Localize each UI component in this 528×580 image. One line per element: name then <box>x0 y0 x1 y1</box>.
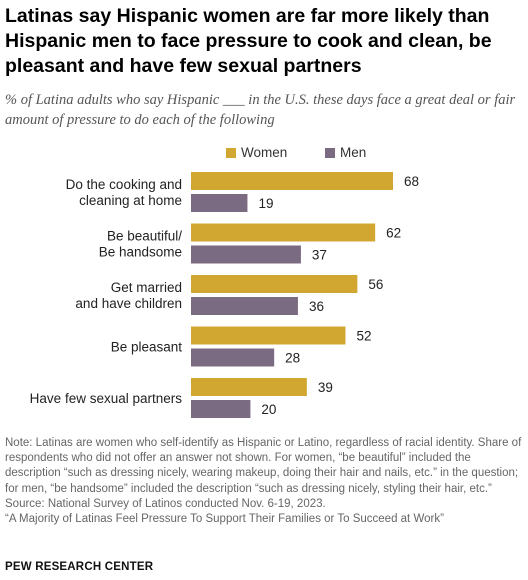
category-label: Do the cooking and <box>66 177 182 192</box>
category-label: cleaning at home <box>79 193 182 208</box>
category-label: Be handsome <box>99 245 182 260</box>
data-label-men: 19 <box>258 196 273 211</box>
chart-title: Latinas say Hispanic women are far more … <box>5 5 492 77</box>
category-label: Get married <box>111 280 182 295</box>
chart-subtitle: % of Latina adults who say Hispanic ___ … <box>5 92 516 128</box>
data-label-men: 37 <box>312 248 327 263</box>
bar-men <box>191 297 298 315</box>
bar-men <box>191 245 301 264</box>
source-text: Source: National Survey of Latinos condu… <box>5 497 326 510</box>
bar-men <box>191 194 248 212</box>
notes-block: Note: Latinas are women who self-identif… <box>5 436 523 527</box>
category-label: Be pleasant <box>111 340 183 355</box>
legend-label-women: Women <box>241 145 287 160</box>
bar-men <box>191 400 251 418</box>
legend-label-men: Men <box>340 145 366 160</box>
data-label-women: 56 <box>368 277 383 292</box>
note-text: Note: Latinas are women who self-identif… <box>5 437 522 495</box>
bar-women <box>191 172 393 190</box>
legend-swatch-men <box>325 148 335 158</box>
data-label-women: 68 <box>404 174 419 189</box>
data-label-men: 28 <box>285 351 300 366</box>
data-label-men: 20 <box>261 402 276 417</box>
report-title: “A Majority of Latinas Feel Pressure To … <box>5 513 444 526</box>
category-label: Be beautiful/ <box>107 229 182 244</box>
bar-women <box>191 275 358 293</box>
data-label-men: 36 <box>309 299 324 314</box>
category-label: Have few sexual partners <box>30 391 183 406</box>
legend-swatch-women <box>226 148 236 158</box>
brand-logo-text: PEW RESEARCH CENTER <box>5 561 154 573</box>
bar-women <box>191 326 346 345</box>
data-label-women: 62 <box>386 226 401 241</box>
data-label-women: 52 <box>356 329 371 344</box>
bar-men <box>191 348 275 367</box>
bar-women <box>191 378 307 396</box>
category-label: and have children <box>75 296 182 311</box>
data-label-women: 39 <box>318 380 333 395</box>
bar-women <box>191 223 376 242</box>
